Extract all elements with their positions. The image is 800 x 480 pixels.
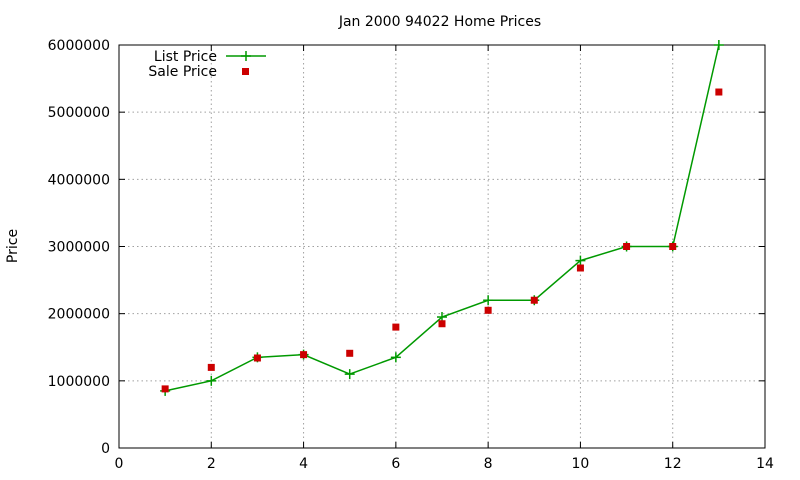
- list-price-point: [575, 255, 586, 266]
- x-tick-label: 8: [484, 456, 493, 472]
- list-price-point: [390, 352, 401, 363]
- legend-label-sale-price: Sale Price: [148, 64, 217, 80]
- y-tick-label: 6000000: [48, 38, 110, 54]
- x-tick-label: 10: [572, 456, 590, 472]
- sale-price-point: [669, 243, 677, 250]
- sale-price-point: [392, 323, 400, 331]
- y-tick-label: 0: [101, 441, 110, 457]
- sale-price-point: [300, 351, 308, 359]
- x-tick-label: 2: [207, 456, 216, 472]
- y-axis-label: Price: [5, 229, 21, 263]
- y-tick-label: 1000000: [48, 374, 110, 390]
- list-price-point: [713, 40, 724, 50]
- sale-price-point: [576, 264, 584, 272]
- x-tick-label: 4: [299, 456, 308, 472]
- sale-price-point: [438, 320, 446, 328]
- plot-frame: [118, 44, 766, 449]
- legend-marker-list-price: [241, 51, 251, 61]
- sale-price-point: [253, 354, 261, 362]
- legend-label-list-price: List Price: [154, 49, 217, 65]
- y-tick-label: 5000000: [48, 105, 110, 121]
- x-tick-label: 0: [115, 456, 124, 472]
- sale-price-point: [346, 349, 354, 357]
- list-price-point: [483, 295, 494, 306]
- sale-price-point: [161, 385, 169, 393]
- x-tick-label: 14: [756, 456, 774, 472]
- sale-price-point: [715, 88, 723, 96]
- series-layer: [160, 40, 724, 396]
- list-price-line: [164, 44, 720, 392]
- sale-price-point: [623, 243, 631, 250]
- legend-marker-sale-price: [242, 68, 249, 75]
- y-tick-label: 2000000: [48, 307, 110, 323]
- y-tick-label: 3000000: [48, 240, 110, 256]
- sale-price-point: [484, 306, 492, 314]
- list-price-point: [206, 375, 217, 386]
- x-tick-label: 12: [664, 456, 682, 472]
- sale-price-point: [207, 363, 215, 371]
- x-tick-label: 6: [391, 456, 400, 472]
- list-price-point: [344, 369, 355, 380]
- axis-ticks: 0 2 4 6 8 10 12 14 0 1000000 2000000 3000000 4000000…: [48, 38, 774, 472]
- sale-price-point: [530, 296, 538, 304]
- legend: List Price Sale Price: [148, 49, 266, 80]
- y-tick-label: 4000000: [48, 172, 110, 188]
- chart-title: Jan 2000 94022 Home Prices: [338, 14, 541, 30]
